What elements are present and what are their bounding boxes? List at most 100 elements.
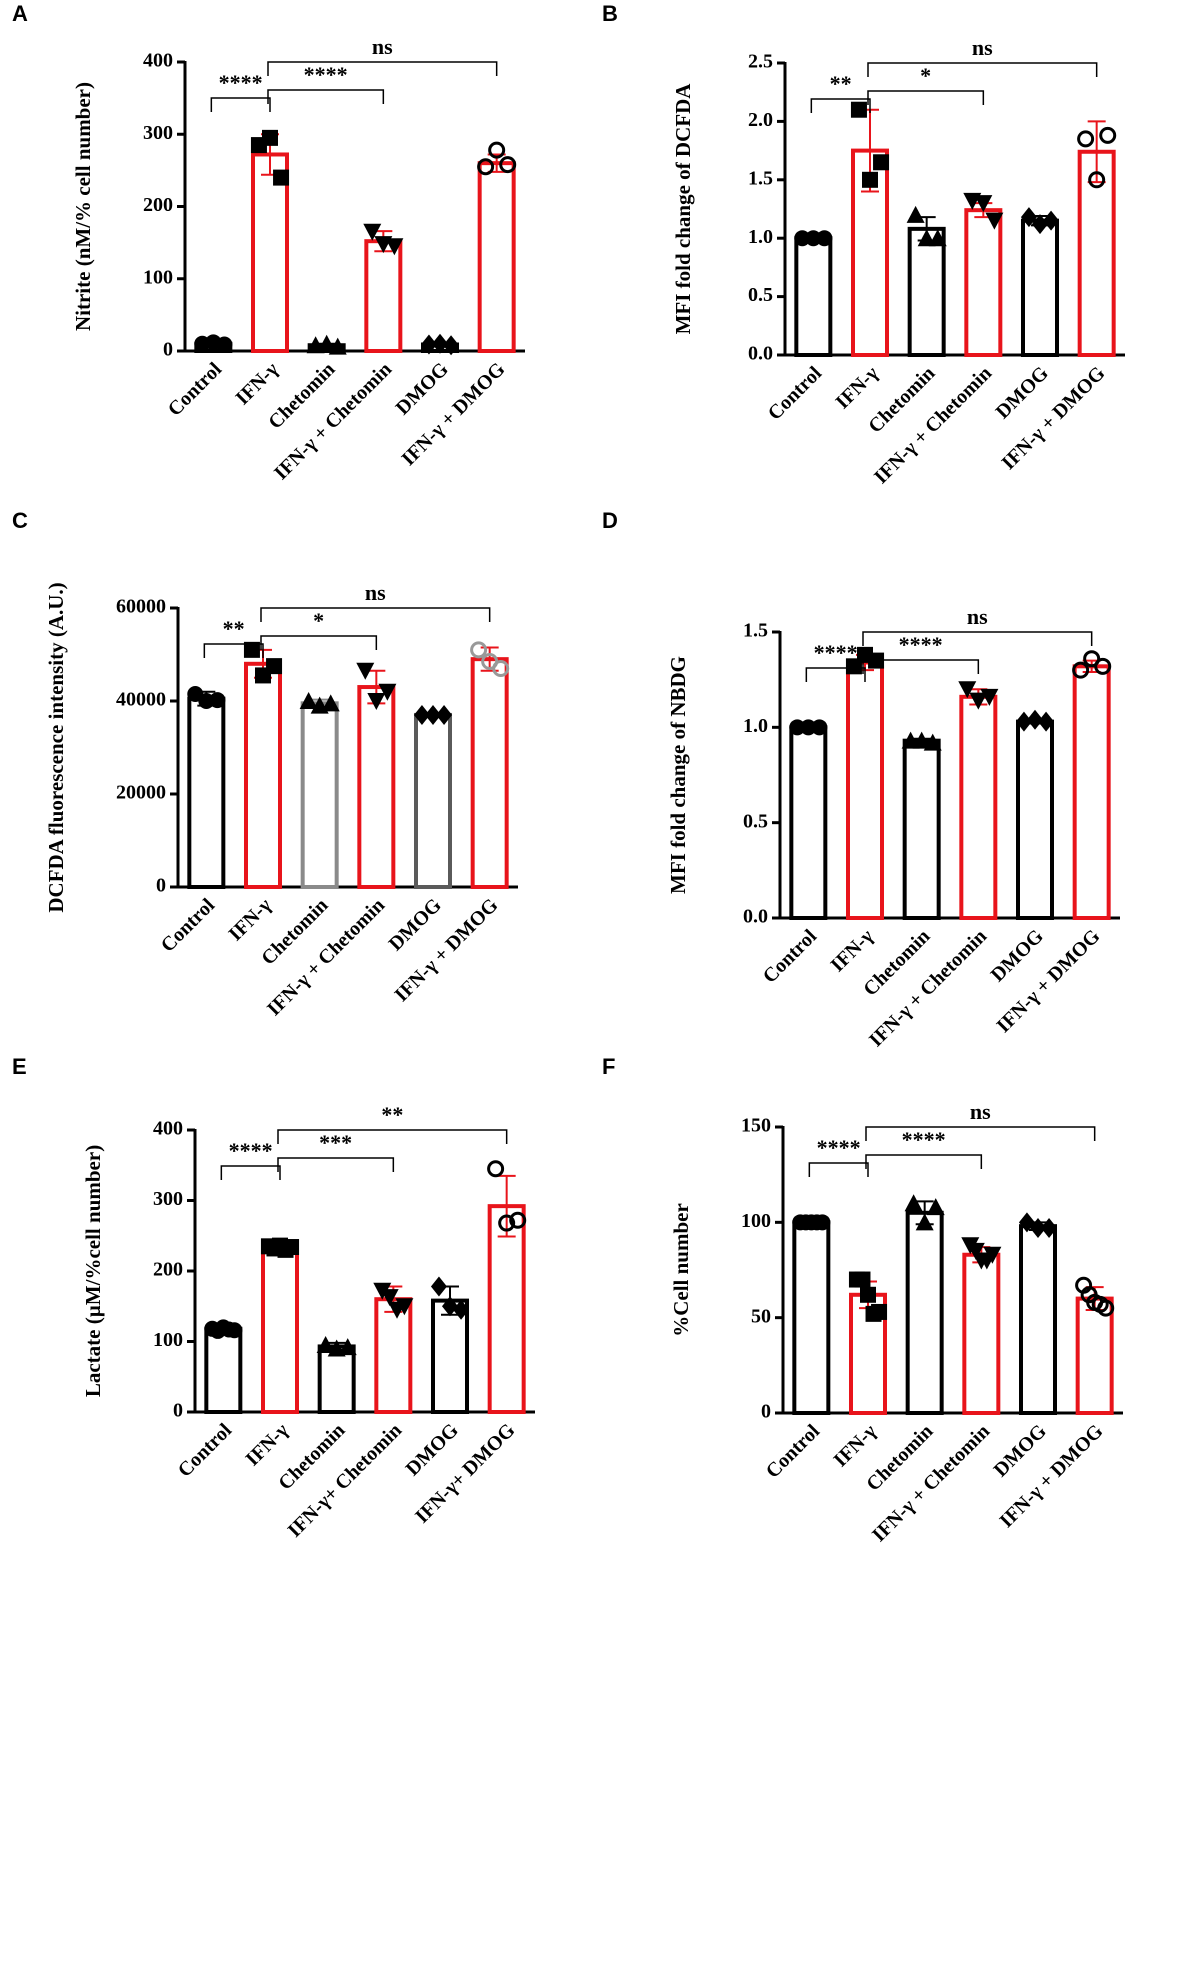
data-point (958, 681, 977, 699)
data-point (1030, 1218, 1046, 1239)
y-tick-label: 0.5 (748, 284, 773, 306)
data-point (328, 337, 347, 355)
significance-label: ns (967, 604, 988, 629)
x-tick-label: IFN-γ + DMOG (993, 925, 1105, 1037)
bar (187, 696, 226, 889)
bar (244, 661, 282, 889)
y-tick-label: 1.5 (748, 167, 773, 189)
data-point (850, 101, 867, 118)
data-point (860, 1286, 876, 1303)
x-tick-label: Control (157, 894, 220, 957)
bar (962, 1252, 1001, 1416)
bar (964, 208, 1003, 357)
y-tick-label: 100 (143, 266, 173, 288)
data-point (906, 205, 925, 223)
data-point (814, 1214, 831, 1231)
y-tick-label: 300 (143, 122, 173, 144)
significance-label: * (920, 63, 931, 88)
significance-bracket (867, 62, 1098, 77)
y-axis-label: Nitrite (nM/% cell number) (71, 82, 95, 331)
x-tick-label: Control (174, 1419, 237, 1482)
data-point (794, 230, 811, 247)
significance-bracket (267, 89, 385, 104)
data-point (1027, 709, 1043, 730)
data-point (904, 1194, 923, 1212)
data-point (1020, 207, 1037, 228)
y-axis-label: MFI fold change of DCFDA (671, 83, 695, 335)
data-point (928, 229, 947, 247)
data-point (487, 1160, 505, 1178)
data-point (378, 683, 397, 701)
data-point (805, 230, 822, 247)
y-tick-label: 200 (143, 194, 173, 216)
y-tick-label: 200 (153, 1259, 183, 1281)
data-point (436, 704, 453, 725)
bar (374, 1297, 413, 1414)
significance-bracket (862, 659, 980, 674)
significance-label: ns (972, 35, 993, 60)
x-tick-label: Control (762, 1420, 825, 1483)
y-tick-label: 0.0 (748, 343, 773, 365)
significance-bracket (210, 97, 271, 112)
data-point (283, 1239, 300, 1256)
x-tick-label: IFN-γ (242, 1419, 294, 1471)
bar (1072, 664, 1111, 920)
x-tick-label: Control (764, 362, 827, 425)
data-point (862, 171, 878, 188)
panel-letter: F (602, 1054, 615, 1079)
bar (902, 738, 941, 920)
data-point (430, 1276, 447, 1297)
data-point (443, 335, 460, 356)
y-tick-label: 0.0 (743, 906, 768, 928)
data-point (498, 1214, 516, 1232)
y-tick-label: 0 (163, 339, 173, 361)
y-tick-label: 50 (751, 1305, 771, 1327)
bar (1019, 1224, 1057, 1415)
panel-letter: E (12, 1054, 27, 1079)
bar (792, 1220, 831, 1416)
data-point (470, 641, 488, 659)
x-tick-label: IFN-γ (225, 894, 277, 946)
data-point (453, 1299, 470, 1320)
significance-bracket (260, 635, 378, 650)
bar (789, 725, 828, 920)
y-tick-label: 400 (143, 50, 173, 72)
y-tick-label: 300 (153, 1188, 183, 1210)
data-point (488, 141, 506, 159)
y-tick-label: 0 (156, 875, 166, 897)
y-tick-label: 150 (741, 1115, 771, 1137)
bar (905, 1210, 944, 1416)
y-axis-label: DCFDA fluorescence intensity (A.U.) (44, 582, 68, 912)
panel-letter: C (12, 508, 28, 533)
significance-label: ** (381, 1102, 403, 1127)
data-point (442, 1296, 458, 1317)
bar (364, 239, 403, 353)
data-point (789, 719, 806, 736)
x-tick-label: Control (164, 358, 227, 421)
x-tick-label: IFN-γ + DMOG (391, 894, 503, 1006)
significance-label: **** (817, 1135, 861, 1160)
y-axis-label: MFI fold change of NBDG (666, 656, 690, 894)
x-tick-label: IFN-γ (832, 362, 884, 414)
bar (357, 685, 396, 889)
x-tick-label: IFN-γ + DMOG (398, 358, 510, 470)
y-tick-label: 2.5 (748, 51, 773, 73)
data-point (871, 1303, 888, 1320)
data-point (432, 333, 448, 354)
significance-bracket (277, 1157, 395, 1172)
data-point (363, 223, 382, 241)
y-tick-label: 400 (153, 1118, 183, 1140)
data-point (367, 693, 386, 710)
data-point (509, 1211, 527, 1229)
data-point (492, 659, 510, 677)
significance-bracket (867, 90, 985, 105)
data-point (854, 1271, 871, 1288)
bar (300, 701, 339, 890)
data-point (1043, 210, 1060, 231)
data-point (923, 733, 942, 751)
panel-letter: D (602, 508, 618, 533)
significance-label: ns (365, 580, 386, 605)
bar (1016, 719, 1054, 921)
data-point (380, 1289, 399, 1307)
